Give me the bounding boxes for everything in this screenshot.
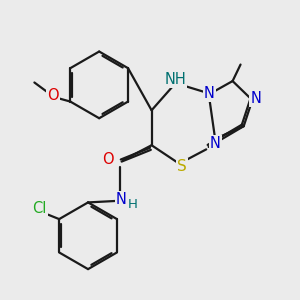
Text: N: N (210, 136, 220, 151)
Text: S: S (177, 159, 187, 174)
Text: NH: NH (164, 72, 186, 87)
Text: O: O (102, 152, 114, 167)
Text: Cl: Cl (32, 201, 47, 216)
Text: N: N (204, 86, 215, 101)
Text: H: H (128, 198, 138, 211)
Text: N: N (116, 192, 127, 207)
Text: O: O (47, 88, 58, 103)
Text: N: N (251, 91, 262, 106)
